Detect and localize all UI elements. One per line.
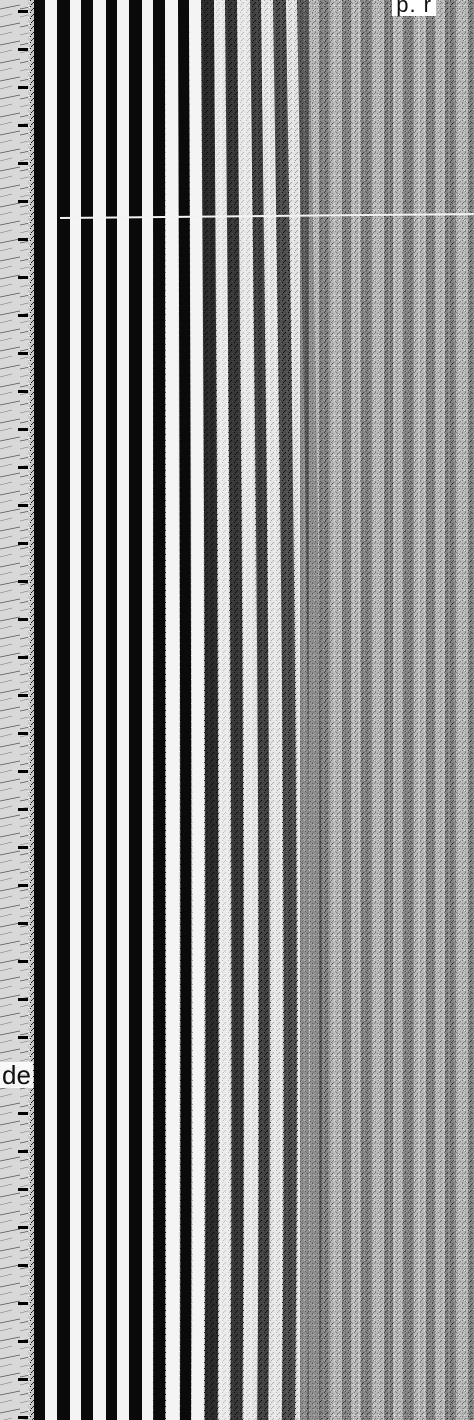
trace-stripe <box>142 0 153 1420</box>
trace-stripe <box>57 0 70 1420</box>
scale-tick <box>18 466 28 469</box>
scale-tick <box>18 1264 28 1267</box>
trace-stripe <box>201 0 219 1420</box>
trace-stripe <box>214 0 231 1420</box>
scale-tick <box>18 1302 28 1305</box>
scale-tick <box>18 542 28 545</box>
scale-tick <box>18 124 28 127</box>
scale-tick <box>18 428 28 431</box>
trace-stripe <box>34 0 45 1420</box>
scale-tick <box>18 1036 28 1039</box>
scale-tick <box>18 352 28 355</box>
trace-stripe <box>45 0 57 1420</box>
figure-side-label: de <box>0 1060 33 1090</box>
figure-corner-label: p. r <box>392 0 436 16</box>
trace-stripe <box>165 0 180 1420</box>
trace-stripe <box>153 0 166 1420</box>
trace-stripe <box>273 0 297 1420</box>
scale-tick <box>18 1112 28 1115</box>
scale-tick <box>18 48 28 51</box>
trace-stripe <box>106 0 117 1420</box>
trace-stripe <box>261 0 283 1420</box>
trace-stripe <box>189 0 205 1420</box>
trace-stripe <box>93 0 106 1420</box>
scale-tick <box>18 86 28 89</box>
scale-tick <box>18 162 28 165</box>
scale-tick <box>18 770 28 773</box>
trace-stripe <box>250 0 270 1420</box>
scale-tick <box>18 884 28 887</box>
scale-tick <box>18 1150 28 1153</box>
section-divider-line <box>59 213 474 219</box>
scale-tick <box>18 390 28 393</box>
trace-stripe <box>81 0 93 1420</box>
scale-tick <box>18 732 28 735</box>
scale-tick <box>18 238 28 241</box>
scale-tick <box>18 656 28 659</box>
scale-tick <box>18 1340 28 1343</box>
scale-tick <box>18 1378 28 1381</box>
scale-tick <box>18 846 28 849</box>
scale-tick <box>18 200 28 203</box>
scale-tick <box>18 276 28 279</box>
scale-tick <box>18 998 28 1001</box>
trace-stripe <box>117 0 129 1420</box>
trace-stripe <box>178 0 192 1420</box>
scale-tick <box>18 314 28 317</box>
scale-tick <box>18 694 28 697</box>
scale-tick <box>18 960 28 963</box>
depth-scale-strip <box>0 0 28 1420</box>
scale-tick <box>18 580 28 583</box>
scale-tick <box>18 1416 28 1419</box>
scale-tick <box>18 808 28 811</box>
scale-tick <box>18 618 28 621</box>
scale-tick <box>18 1226 28 1229</box>
trace-stripe <box>237 0 258 1420</box>
scale-tick <box>18 504 28 507</box>
scale-tick <box>18 922 28 925</box>
trace-stripe <box>225 0 244 1420</box>
trace-stripe <box>70 0 81 1420</box>
scale-tick <box>18 10 28 13</box>
scale-tick <box>18 1188 28 1191</box>
trace-stripe <box>129 0 142 1420</box>
